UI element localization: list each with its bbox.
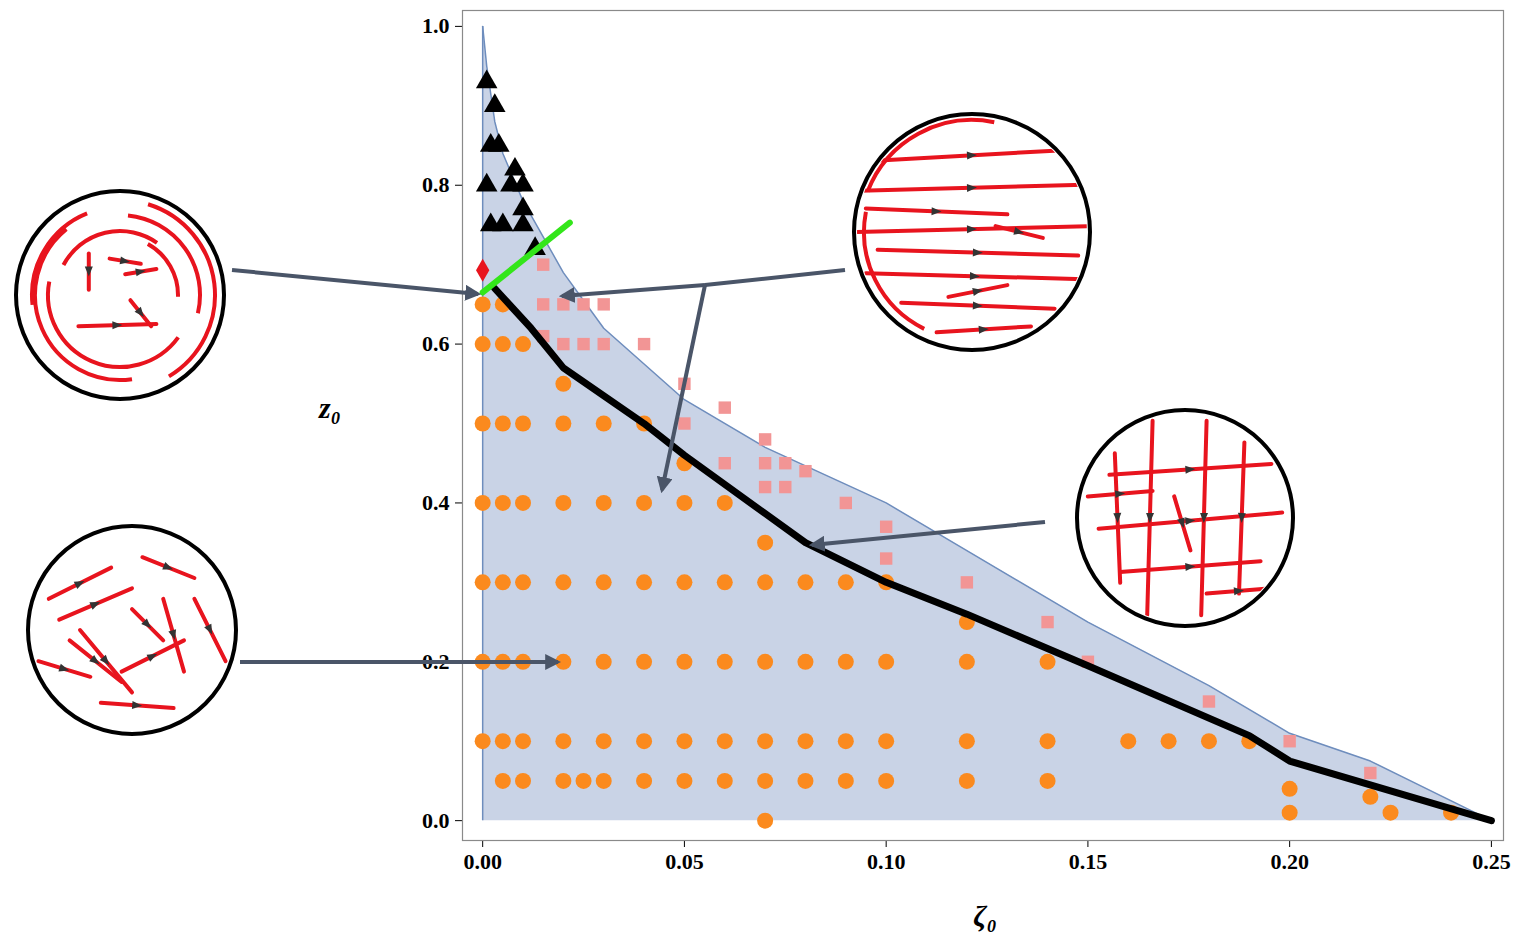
svg-text:z₀: z₀ bbox=[318, 391, 341, 424]
svg-text:1.0: 1.0 bbox=[422, 13, 450, 38]
svg-text:0.25: 0.25 bbox=[1472, 849, 1511, 874]
svg-text:0.0: 0.0 bbox=[422, 808, 450, 833]
svg-text:0.20: 0.20 bbox=[1270, 849, 1309, 874]
svg-text:0.6: 0.6 bbox=[422, 331, 450, 356]
svg-text:0.8: 0.8 bbox=[422, 172, 450, 197]
svg-text:0.05: 0.05 bbox=[665, 849, 704, 874]
svg-text:0.00: 0.00 bbox=[463, 849, 502, 874]
svg-text:0.15: 0.15 bbox=[1069, 849, 1108, 874]
svg-text:ζ₀: ζ₀ bbox=[973, 899, 997, 932]
svg-text:0.4: 0.4 bbox=[422, 490, 450, 515]
svg-text:0.10: 0.10 bbox=[867, 849, 906, 874]
svg-text:0.2: 0.2 bbox=[422, 649, 450, 674]
